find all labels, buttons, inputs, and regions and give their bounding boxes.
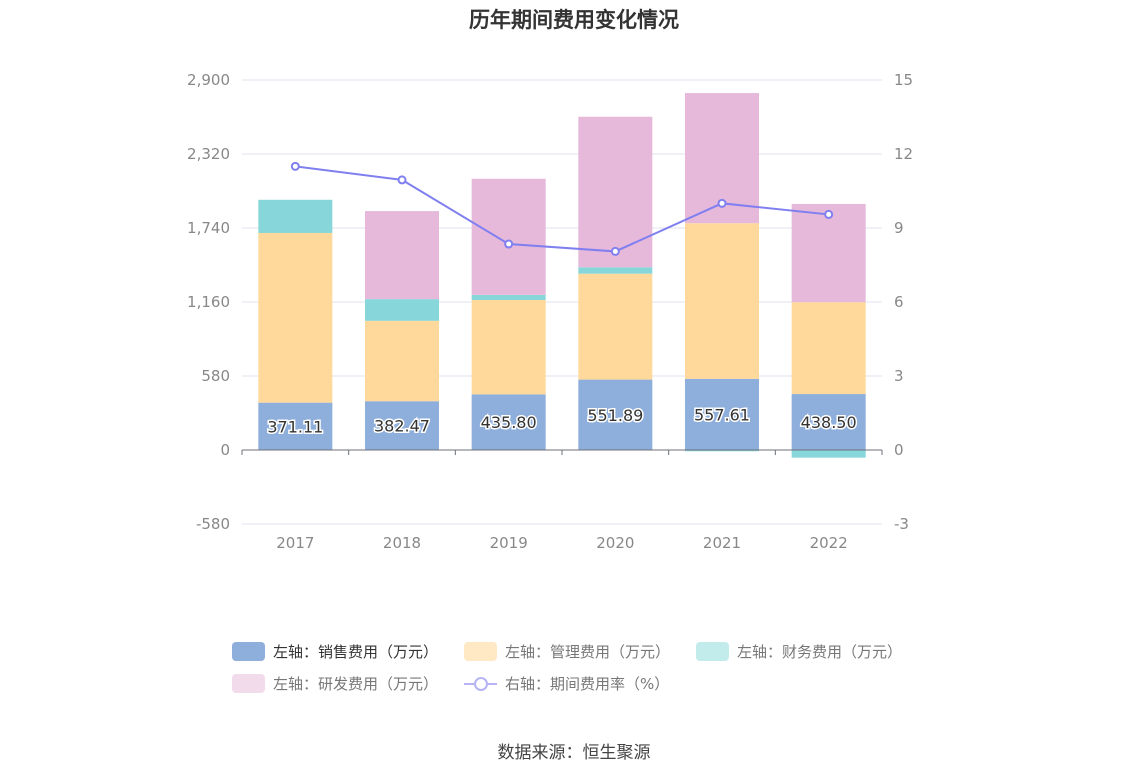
bar-segment [685, 450, 759, 452]
bar-segment [791, 302, 866, 395]
legend-label-admin: 左轴：管理费用（万元） [505, 643, 671, 661]
legend-label-rate: 右轴：期间费用率（%） [505, 675, 670, 693]
bar-segment [471, 294, 546, 300]
right-axis-tick-label: 9 [894, 219, 904, 237]
right-axis-tick-label: 6 [894, 293, 904, 311]
legend-item-finance[interactable]: 左轴：财务费用（万元） [696, 641, 902, 662]
bar-segment [578, 267, 653, 274]
x-axis-tick-label: 2018 [383, 534, 421, 552]
right-axis-tick-label: 12 [894, 145, 913, 163]
bar-segment [791, 450, 866, 458]
rate-point [290, 161, 300, 171]
rate-point [397, 175, 407, 185]
left-axis-tick-label: 2,320 [187, 145, 230, 163]
bar-segment [685, 223, 759, 379]
rate-point [504, 239, 514, 249]
bar-segment [258, 232, 333, 403]
legend-swatch-admin [464, 642, 497, 661]
bar-segment [471, 178, 546, 295]
bar-segment [791, 203, 866, 303]
legend-label-finance: 左轴：财务费用（万元） [737, 643, 903, 661]
left-axis-tick-label: 1,160 [187, 293, 230, 311]
bar-segment [685, 378, 759, 450]
legend-label-rnd: 左轴：研发费用（万元） [273, 675, 439, 693]
data-label: 371.11 [267, 417, 323, 436]
data-label: 557.61 [694, 405, 750, 424]
legend-swatch-sales [232, 642, 265, 661]
left-axis-tick-label: -580 [196, 515, 230, 533]
left-axis-tick-label: 2,900 [187, 71, 230, 89]
x-axis-tick-label: 2021 [703, 534, 741, 552]
legend-swatch-finance [696, 642, 729, 661]
data-source: 数据来源：恒生聚源 [497, 743, 651, 763]
bar-segment [578, 273, 653, 380]
bar-segment [365, 401, 439, 450]
right-axis-tick-label: -3 [894, 515, 909, 533]
right-axis-tick-label: 0 [894, 441, 904, 459]
data-label: 435.80 [481, 413, 537, 432]
legend-item-rnd[interactable]: 左轴：研发费用（万元） [232, 673, 438, 694]
data-label: 551.89 [587, 406, 643, 425]
legend-item-sales[interactable]: 左轴：销售费用（万元） [232, 641, 438, 662]
rate-point [610, 246, 620, 256]
data-label: 382.47 [374, 417, 430, 436]
bar-segment [365, 299, 439, 321]
left-axis-tick-label: 0 [220, 441, 230, 459]
x-axis-tick-label: 2019 [490, 534, 528, 552]
bar-segment [471, 299, 546, 395]
bar-segment [471, 394, 546, 450]
bar-segment [365, 211, 439, 300]
bar-segment [365, 320, 439, 402]
chart-title: 历年期间费用变化情况 [469, 8, 679, 32]
rate-line [295, 165, 829, 253]
legend-label-sales: 左轴：销售费用（万元） [273, 643, 439, 661]
rate-point [717, 198, 727, 208]
right-axis-tick-label: 3 [894, 367, 904, 385]
legend-swatch-rnd [232, 674, 265, 693]
left-axis-tick-label: 580 [201, 367, 230, 385]
data-label: 438.50 [801, 413, 857, 432]
bar-segment [578, 379, 653, 450]
bar-segment [791, 394, 866, 450]
legend-item-rate[interactable]: 右轴：期间费用率（%） [464, 673, 669, 694]
legend-item-admin[interactable]: 左轴：管理费用（万元） [464, 641, 670, 662]
bar-segment [258, 402, 333, 450]
rate-point [824, 209, 834, 219]
legend-line-icon [464, 674, 497, 693]
x-axis-tick-label: 2020 [596, 534, 634, 552]
bar-segment [258, 199, 333, 233]
bar-segment [578, 116, 653, 268]
right-axis-tick-label: 15 [894, 71, 913, 89]
x-axis-tick-label: 2022 [810, 534, 848, 552]
left-axis-tick-label: 1,740 [187, 219, 230, 237]
x-axis-tick-label: 2017 [276, 534, 314, 552]
